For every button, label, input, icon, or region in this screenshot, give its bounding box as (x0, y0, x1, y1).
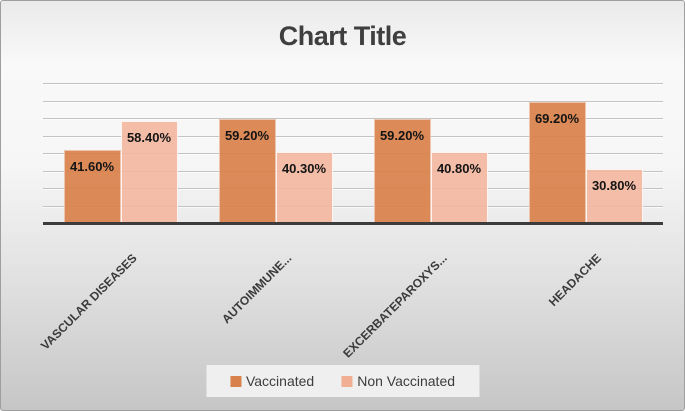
bar-non-vaccinated: 40.80% (430, 151, 488, 223)
gridline (43, 135, 663, 137)
x-axis-label: EXCERBATEPAROXYS... (339, 251, 450, 361)
bar-value-label: 59.20% (224, 128, 270, 144)
bar-value-label: 40.30% (281, 161, 327, 177)
gridline (43, 100, 663, 102)
bar-vaccinated: 41.60% (63, 150, 121, 223)
bar-value-label: 69.20% (534, 110, 580, 126)
legend-label: Non Vaccinated (357, 373, 456, 389)
x-axis-label-slot: VASCULAR DISEASES (38, 227, 198, 357)
bar-group: 41.60% 58.40% (63, 120, 178, 223)
bar-value-label: 58.40% (126, 129, 172, 145)
x-axis-line (43, 222, 663, 225)
x-axis-label: VASCULAR DISEASES (37, 251, 140, 353)
bar-non-vaccinated: 30.80% (585, 169, 643, 223)
bar-vaccinated: 69.20% (528, 101, 586, 223)
bar-non-vaccinated: 58.40% (120, 120, 178, 223)
gridline (43, 83, 663, 84)
gridline (43, 205, 663, 207)
chart-title: Chart Title (278, 21, 407, 51)
x-axis-label-slot: EXCERBATEPAROXYS... (340, 227, 508, 361)
x-axis-label: HEADACHE (546, 251, 605, 309)
gridline (43, 170, 663, 172)
legend-item-vaccinated: Vaccinated (229, 373, 315, 389)
gridline (43, 153, 663, 154)
legend-swatch-icon (341, 375, 353, 387)
x-axis-label-slot: AUTOIMMUNE... (198, 227, 353, 357)
legend-item-non-vaccinated: Non Vaccinated (341, 373, 455, 389)
bar-value-label: 59.20% (379, 128, 425, 144)
legend-label: Vaccinated (245, 373, 315, 389)
bar-groups: 41.60% 58.40% 59.20% 40.30% 59.20% 40.80% 69.2… (43, 83, 663, 223)
gridline (43, 188, 663, 189)
bar-value-label: 41.60% (69, 159, 115, 175)
bar-value-label: 30.80% (591, 178, 637, 194)
x-axis-labels: VASCULAR DISEASES AUTOIMMUNE... EXCERBATEP… (38, 227, 663, 361)
x-axis-label: AUTOIMMUNE... (219, 251, 295, 327)
bar-vaccinated: 59.20% (373, 119, 431, 223)
x-axis-label-slot: HEADACHE (508, 227, 663, 357)
bar-non-vaccinated: 40.30% (275, 152, 333, 223)
legend: Vaccinated Non Vaccinated (205, 365, 480, 397)
legend-swatch-icon (229, 375, 241, 387)
bar-group: 59.20% 40.30% (218, 119, 333, 223)
bar-value-label: 40.80% (436, 160, 482, 176)
gridline (43, 118, 663, 119)
bar-group: 59.20% 40.80% (373, 119, 488, 223)
plot-area: 41.60% 58.40% 59.20% 40.30% 59.20% 40.80% 69.2… (43, 83, 663, 225)
bar-group: 69.20% 30.80% (528, 101, 643, 223)
bar-vaccinated: 59.20% (218, 119, 276, 223)
